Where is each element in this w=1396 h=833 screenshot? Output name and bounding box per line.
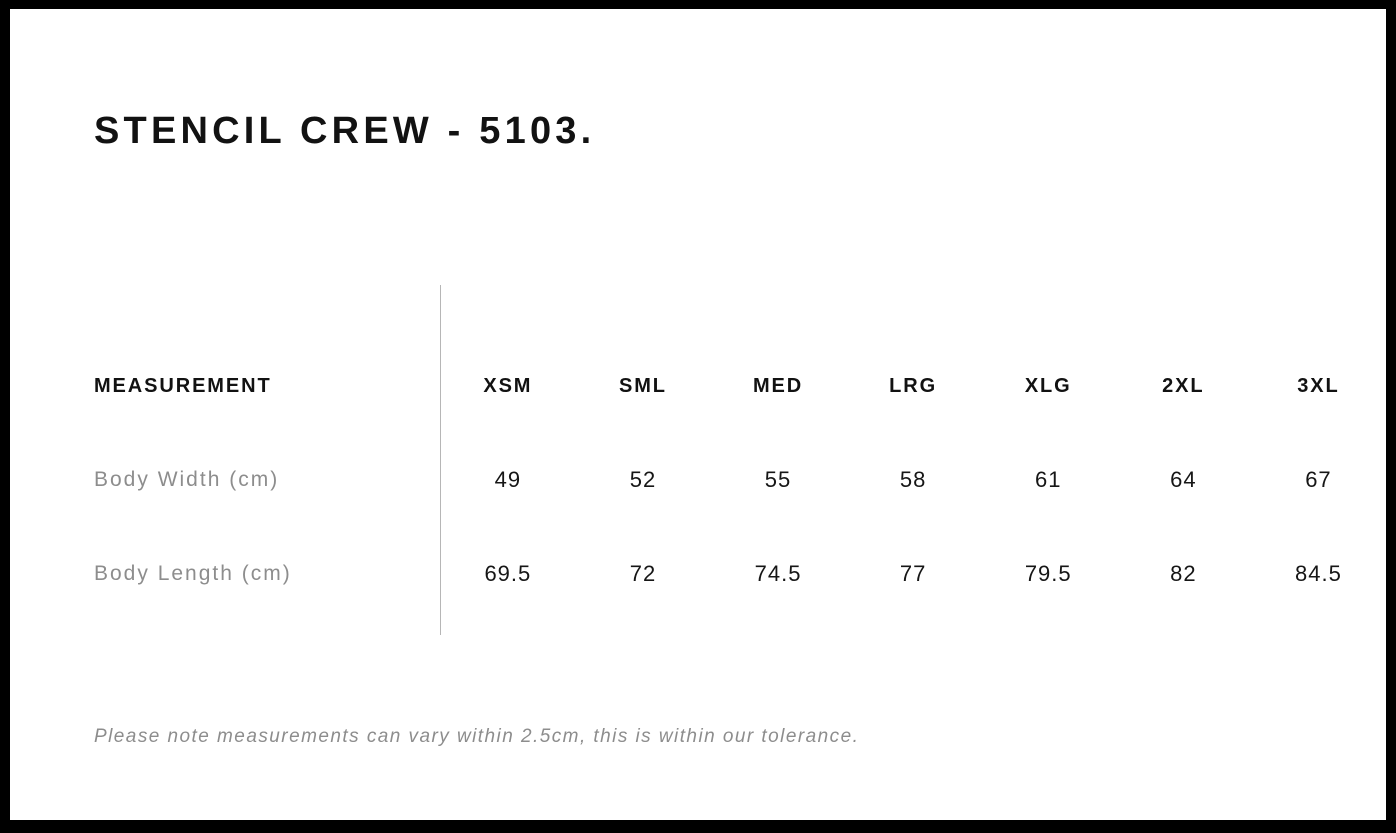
measurement-value: 74.5 bbox=[754, 561, 802, 586]
measurement-row-label: Body Length (cm) bbox=[94, 562, 292, 585]
value-cell: 64 bbox=[1116, 433, 1251, 527]
measurement-row-label: Body Width (cm) bbox=[94, 468, 280, 491]
tolerance-note: Please note measurements can vary within… bbox=[94, 726, 860, 747]
size-header-label: SML bbox=[618, 374, 667, 397]
size-chart-card: STENCIL CREW - 5103. MEASUREMENT XSM SML… bbox=[10, 9, 1386, 820]
measurement-value: 52 bbox=[629, 467, 657, 492]
header-cell-xlg: XLG bbox=[981, 339, 1116, 433]
value-cell: 55 bbox=[711, 433, 846, 527]
measurement-value: 64 bbox=[1170, 467, 1197, 492]
header-cell-sml: SML bbox=[575, 339, 710, 433]
table-header-row: MEASUREMENT XSM SML MED LRG XL bbox=[10, 339, 1386, 433]
measurement-value: 79.5 bbox=[1024, 561, 1072, 586]
measurement-value: 67 bbox=[1305, 467, 1332, 492]
header-cell-med: MED bbox=[711, 339, 846, 433]
value-cell: 69.5 bbox=[440, 527, 575, 621]
measurement-value: 49 bbox=[494, 467, 522, 492]
value-cell: 67 bbox=[1251, 433, 1386, 527]
header-cell-lrg: LRG bbox=[846, 339, 981, 433]
value-cell: 82 bbox=[1116, 527, 1251, 621]
size-header-label: XSM bbox=[483, 374, 533, 397]
measurement-value: 84.5 bbox=[1295, 561, 1342, 586]
size-header-label: LRG bbox=[889, 374, 938, 397]
header-cell-3xl: 3XL bbox=[1251, 339, 1386, 433]
row-label-cell: Body Width (cm) bbox=[10, 433, 440, 527]
measurement-value: 82 bbox=[1170, 561, 1197, 586]
page-title: STENCIL CREW - 5103. bbox=[94, 110, 596, 152]
header-cell-2xl: 2XL bbox=[1116, 339, 1251, 433]
value-cell: 49 bbox=[440, 433, 575, 527]
value-cell: 77 bbox=[846, 527, 981, 621]
value-cell: 84.5 bbox=[1251, 527, 1386, 621]
header-cell-measurement: MEASUREMENT bbox=[10, 339, 440, 433]
row-label-cell: Body Length (cm) bbox=[10, 527, 440, 621]
measurement-value: 55 bbox=[764, 467, 792, 492]
measurement-value: 61 bbox=[1034, 467, 1062, 492]
size-header-label: MED bbox=[752, 374, 804, 397]
measurement-value: 58 bbox=[899, 467, 927, 492]
measurement-value: 69.5 bbox=[484, 561, 532, 586]
measurement-value: 77 bbox=[899, 561, 927, 586]
value-cell: 52 bbox=[575, 433, 710, 527]
value-cell: 79.5 bbox=[981, 527, 1116, 621]
table-row: Body Length (cm) 69.5 72 74.5 77 bbox=[10, 527, 1386, 621]
table-row: Body Width (cm) 49 52 55 58 61 bbox=[10, 433, 1386, 527]
measurement-value: 72 bbox=[629, 561, 657, 586]
size-chart-table: MEASUREMENT XSM SML MED LRG XL bbox=[10, 339, 1386, 621]
size-header-label: XLG bbox=[1024, 374, 1072, 397]
value-cell: 58 bbox=[846, 433, 981, 527]
value-cell: 74.5 bbox=[711, 527, 846, 621]
size-header-label: 2XL bbox=[1162, 374, 1205, 397]
value-cell: 61 bbox=[981, 433, 1116, 527]
value-cell: 72 bbox=[575, 527, 710, 621]
size-header-label: 3XL bbox=[1297, 374, 1340, 397]
measurement-header-label: MEASUREMENT bbox=[94, 374, 272, 397]
header-cell-xsm: XSM bbox=[440, 339, 575, 433]
column-divider bbox=[440, 285, 441, 635]
